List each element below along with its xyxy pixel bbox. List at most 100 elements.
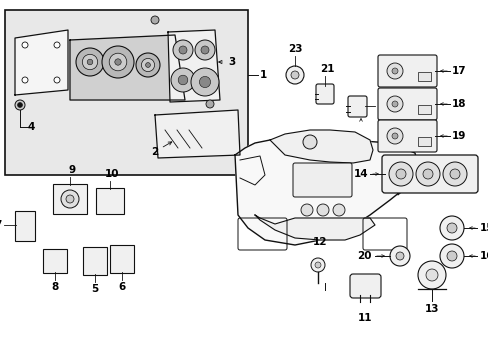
Text: 13: 13: [424, 304, 438, 314]
Circle shape: [15, 100, 25, 110]
Circle shape: [76, 48, 104, 76]
Circle shape: [141, 58, 154, 72]
Circle shape: [446, 223, 456, 233]
Text: 15: 15: [479, 223, 488, 233]
Text: 12: 12: [312, 237, 326, 247]
Circle shape: [395, 169, 405, 179]
FancyBboxPatch shape: [43, 249, 67, 273]
Polygon shape: [168, 30, 220, 102]
FancyBboxPatch shape: [292, 163, 351, 197]
Circle shape: [82, 54, 98, 70]
Circle shape: [136, 53, 160, 77]
Text: 9: 9: [68, 165, 76, 175]
Circle shape: [178, 75, 187, 85]
FancyBboxPatch shape: [96, 188, 124, 214]
Circle shape: [332, 204, 345, 216]
Text: 4: 4: [28, 122, 35, 132]
Text: 22: 22: [376, 98, 391, 108]
Polygon shape: [254, 215, 374, 240]
Circle shape: [199, 76, 210, 87]
Circle shape: [205, 100, 214, 108]
Circle shape: [145, 63, 150, 67]
Circle shape: [449, 169, 459, 179]
Text: 21: 21: [319, 64, 334, 74]
Circle shape: [179, 46, 186, 54]
Circle shape: [195, 40, 215, 60]
Circle shape: [386, 96, 402, 112]
Circle shape: [22, 77, 28, 83]
FancyBboxPatch shape: [377, 120, 436, 152]
Circle shape: [386, 63, 402, 79]
FancyBboxPatch shape: [377, 55, 436, 87]
Circle shape: [439, 244, 463, 268]
Circle shape: [391, 101, 397, 107]
Circle shape: [391, 133, 397, 139]
Text: 5: 5: [91, 284, 99, 294]
Circle shape: [301, 204, 312, 216]
FancyBboxPatch shape: [417, 72, 429, 81]
Bar: [5, 10, 247, 175]
Text: 3: 3: [218, 57, 235, 67]
Text: 7: 7: [0, 220, 2, 230]
Circle shape: [310, 258, 325, 272]
Circle shape: [66, 195, 74, 203]
FancyBboxPatch shape: [381, 155, 477, 193]
Text: 17: 17: [451, 66, 466, 76]
Polygon shape: [70, 35, 184, 100]
Circle shape: [18, 103, 22, 108]
Circle shape: [54, 77, 60, 83]
FancyBboxPatch shape: [315, 84, 333, 104]
FancyBboxPatch shape: [347, 96, 366, 117]
Text: 23: 23: [287, 44, 302, 54]
Circle shape: [425, 269, 437, 281]
Text: 14: 14: [353, 169, 367, 179]
Polygon shape: [269, 130, 372, 163]
Text: 8: 8: [51, 282, 59, 292]
FancyBboxPatch shape: [349, 274, 380, 298]
Text: 10: 10: [104, 169, 119, 179]
Text: 19: 19: [451, 131, 466, 141]
Circle shape: [422, 169, 432, 179]
Text: 6: 6: [118, 282, 125, 292]
Circle shape: [285, 66, 304, 84]
Circle shape: [303, 135, 316, 149]
Circle shape: [102, 46, 134, 78]
FancyBboxPatch shape: [53, 184, 87, 214]
Circle shape: [314, 262, 320, 268]
Circle shape: [22, 42, 28, 48]
Polygon shape: [155, 110, 240, 158]
Circle shape: [151, 16, 159, 24]
FancyBboxPatch shape: [15, 211, 35, 241]
Circle shape: [388, 162, 412, 186]
Circle shape: [417, 261, 445, 289]
Circle shape: [386, 128, 402, 144]
Circle shape: [54, 42, 60, 48]
Circle shape: [109, 53, 126, 71]
Circle shape: [439, 216, 463, 240]
Text: 2: 2: [150, 142, 171, 157]
Circle shape: [391, 68, 397, 74]
Circle shape: [201, 46, 208, 54]
Circle shape: [316, 204, 328, 216]
Circle shape: [191, 68, 219, 96]
Circle shape: [173, 40, 193, 60]
Circle shape: [115, 59, 121, 65]
FancyBboxPatch shape: [417, 104, 429, 113]
Polygon shape: [15, 30, 68, 95]
Circle shape: [395, 252, 403, 260]
Text: 16: 16: [479, 251, 488, 261]
FancyBboxPatch shape: [110, 245, 134, 273]
FancyBboxPatch shape: [83, 247, 107, 275]
Polygon shape: [235, 140, 417, 245]
Text: 1: 1: [260, 70, 267, 80]
Circle shape: [61, 190, 79, 208]
Text: 18: 18: [451, 99, 466, 109]
Circle shape: [446, 251, 456, 261]
Circle shape: [290, 71, 298, 79]
Text: 20: 20: [357, 251, 371, 261]
FancyBboxPatch shape: [377, 88, 436, 120]
Circle shape: [171, 68, 195, 92]
Circle shape: [442, 162, 466, 186]
FancyBboxPatch shape: [417, 136, 429, 145]
Circle shape: [87, 59, 93, 65]
